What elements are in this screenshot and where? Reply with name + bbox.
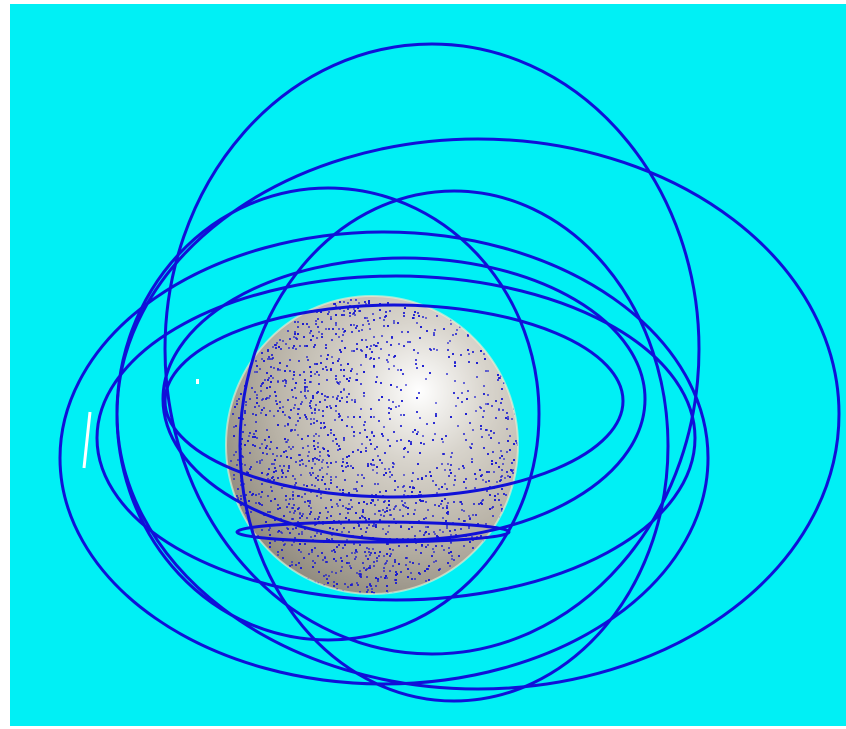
orbit-scene-canvas bbox=[10, 4, 846, 726]
orbit-ellipse bbox=[115, 186, 541, 642]
orbit-ellipse bbox=[163, 303, 625, 499]
planet-sphere bbox=[225, 295, 519, 595]
orbit-ellipse bbox=[95, 274, 697, 602]
orbit-ellipse bbox=[163, 42, 701, 656]
orbit-ellipse bbox=[238, 189, 670, 703]
stray-highlight-streak bbox=[82, 411, 92, 469]
orbit-ellipse bbox=[235, 520, 511, 544]
stray-highlight-dot bbox=[196, 379, 199, 384]
orbit-ellipse bbox=[161, 256, 647, 542]
orbit-ellipse bbox=[58, 230, 710, 686]
render-viewport bbox=[10, 4, 846, 726]
orbit-group bbox=[58, 42, 841, 703]
sphere-rim bbox=[225, 295, 519, 595]
